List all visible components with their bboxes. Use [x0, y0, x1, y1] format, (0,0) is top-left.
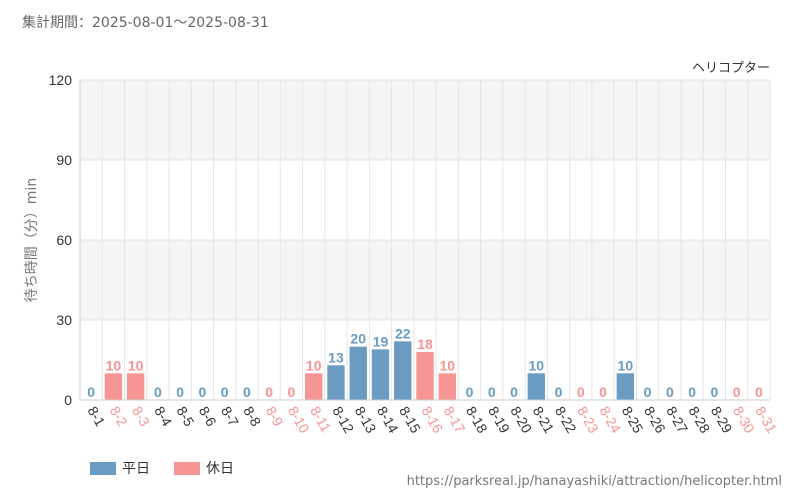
data-label: 0	[666, 384, 674, 400]
data-label: 0	[733, 384, 741, 400]
bar	[416, 352, 434, 400]
bar	[104, 373, 123, 400]
x-tick-label: 8-27	[663, 404, 691, 436]
plot-band	[80, 80, 770, 160]
bar	[349, 346, 367, 400]
legend-item-weekday[interactable]: 平日	[90, 458, 150, 478]
bar	[327, 365, 345, 400]
x-tick-label: 8-10	[285, 404, 313, 436]
data-label: 0	[710, 384, 718, 400]
x-tick-label: 8-13	[352, 404, 380, 436]
data-label: 0	[154, 384, 162, 400]
legend-swatch-weekday	[90, 461, 116, 475]
data-label: 0	[688, 384, 696, 400]
x-tick-label: 8-15	[396, 404, 424, 436]
period-label: 集計期間：2025-08-01〜2025-08-31	[22, 15, 269, 31]
data-label: 10	[529, 357, 545, 373]
bar	[126, 373, 145, 400]
data-label: 0	[221, 384, 229, 400]
data-label: 0	[555, 384, 563, 400]
y-tick-label: 30	[56, 312, 72, 328]
bar	[394, 341, 412, 400]
x-tick-label: 8-18	[463, 404, 491, 436]
data-label: 0	[288, 384, 296, 400]
legend-label-weekday: 平日	[122, 461, 150, 477]
source-url: https://parksreal.jp/hanayashiki/attract…	[406, 474, 782, 489]
legend-item-holiday[interactable]: 休日	[174, 458, 234, 478]
y-tick-label: 120	[49, 72, 73, 88]
data-label: 0	[265, 384, 273, 400]
data-label: 22	[395, 325, 411, 341]
x-tick-label: 8-23	[574, 404, 602, 436]
bar	[527, 373, 545, 400]
data-label: 10	[106, 357, 122, 373]
x-tick-label: 8-14	[374, 404, 402, 436]
data-label: 13	[328, 349, 344, 365]
x-tick-label: 8-20	[507, 404, 535, 436]
x-tick-label: 8-8	[240, 404, 264, 430]
x-tick-label: 8-28	[685, 404, 713, 436]
data-label: 0	[199, 384, 207, 400]
data-label: 0	[87, 384, 95, 400]
data-label: 0	[599, 384, 607, 400]
bar	[438, 373, 456, 400]
legend: 平日 休日	[90, 458, 234, 478]
plot-band	[80, 240, 770, 320]
y-tick-label: 60	[56, 232, 72, 248]
data-label: 10	[618, 357, 634, 373]
y-tick-label: 0	[64, 392, 72, 408]
bar	[305, 373, 323, 400]
x-tick-label: 8-11	[307, 404, 334, 436]
bar	[371, 349, 390, 400]
chart-title: ヘリコプター	[692, 61, 770, 76]
bar	[616, 373, 635, 400]
data-label: 20	[350, 331, 366, 347]
data-label: 10	[128, 357, 144, 373]
x-tick-label: 8-9	[263, 404, 287, 430]
x-tick-label: 8-21	[530, 404, 558, 436]
x-tick-label: 8-7	[218, 404, 242, 430]
x-tick-label: 8-17	[441, 404, 469, 436]
data-label: 0	[644, 384, 652, 400]
legend-label-holiday: 休日	[206, 461, 234, 477]
data-label: 18	[417, 336, 433, 352]
x-tick-label: 8-5	[174, 404, 198, 430]
data-label: 0	[510, 384, 518, 400]
data-label: 0	[243, 384, 251, 400]
x-tick-label: 8-26	[641, 404, 669, 436]
data-label: 10	[439, 357, 455, 373]
data-label: 0	[755, 384, 763, 400]
x-tick-label: 8-4	[151, 404, 175, 430]
x-tick-label: 8-6	[196, 404, 220, 430]
data-label: 0	[176, 384, 184, 400]
data-label: 19	[373, 333, 389, 349]
x-tick-label: 8-25	[619, 404, 647, 436]
data-label: 10	[306, 357, 322, 373]
x-tick-label: 8-1	[85, 404, 109, 430]
x-tick-label: 8-31	[752, 404, 780, 436]
x-tick-label: 8-3	[129, 404, 153, 430]
x-tick-label: 8-24	[596, 404, 624, 436]
y-tick-label: 90	[56, 152, 72, 168]
x-tick-label: 8-2	[107, 404, 131, 430]
x-tick-label: 8-29	[708, 404, 736, 436]
data-label: 0	[488, 384, 496, 400]
x-tick-label: 8-22	[552, 404, 580, 436]
data-label: 0	[466, 384, 474, 400]
x-tick-label: 8-19	[485, 404, 513, 436]
legend-swatch-holiday	[174, 461, 200, 475]
y-axis-label: 待ち時間（分）min	[24, 178, 40, 302]
x-tick-label: 8-12	[329, 404, 357, 436]
x-tick-label: 8-16	[418, 404, 446, 436]
x-tick-label: 8-30	[730, 404, 758, 436]
data-label: 0	[577, 384, 585, 400]
